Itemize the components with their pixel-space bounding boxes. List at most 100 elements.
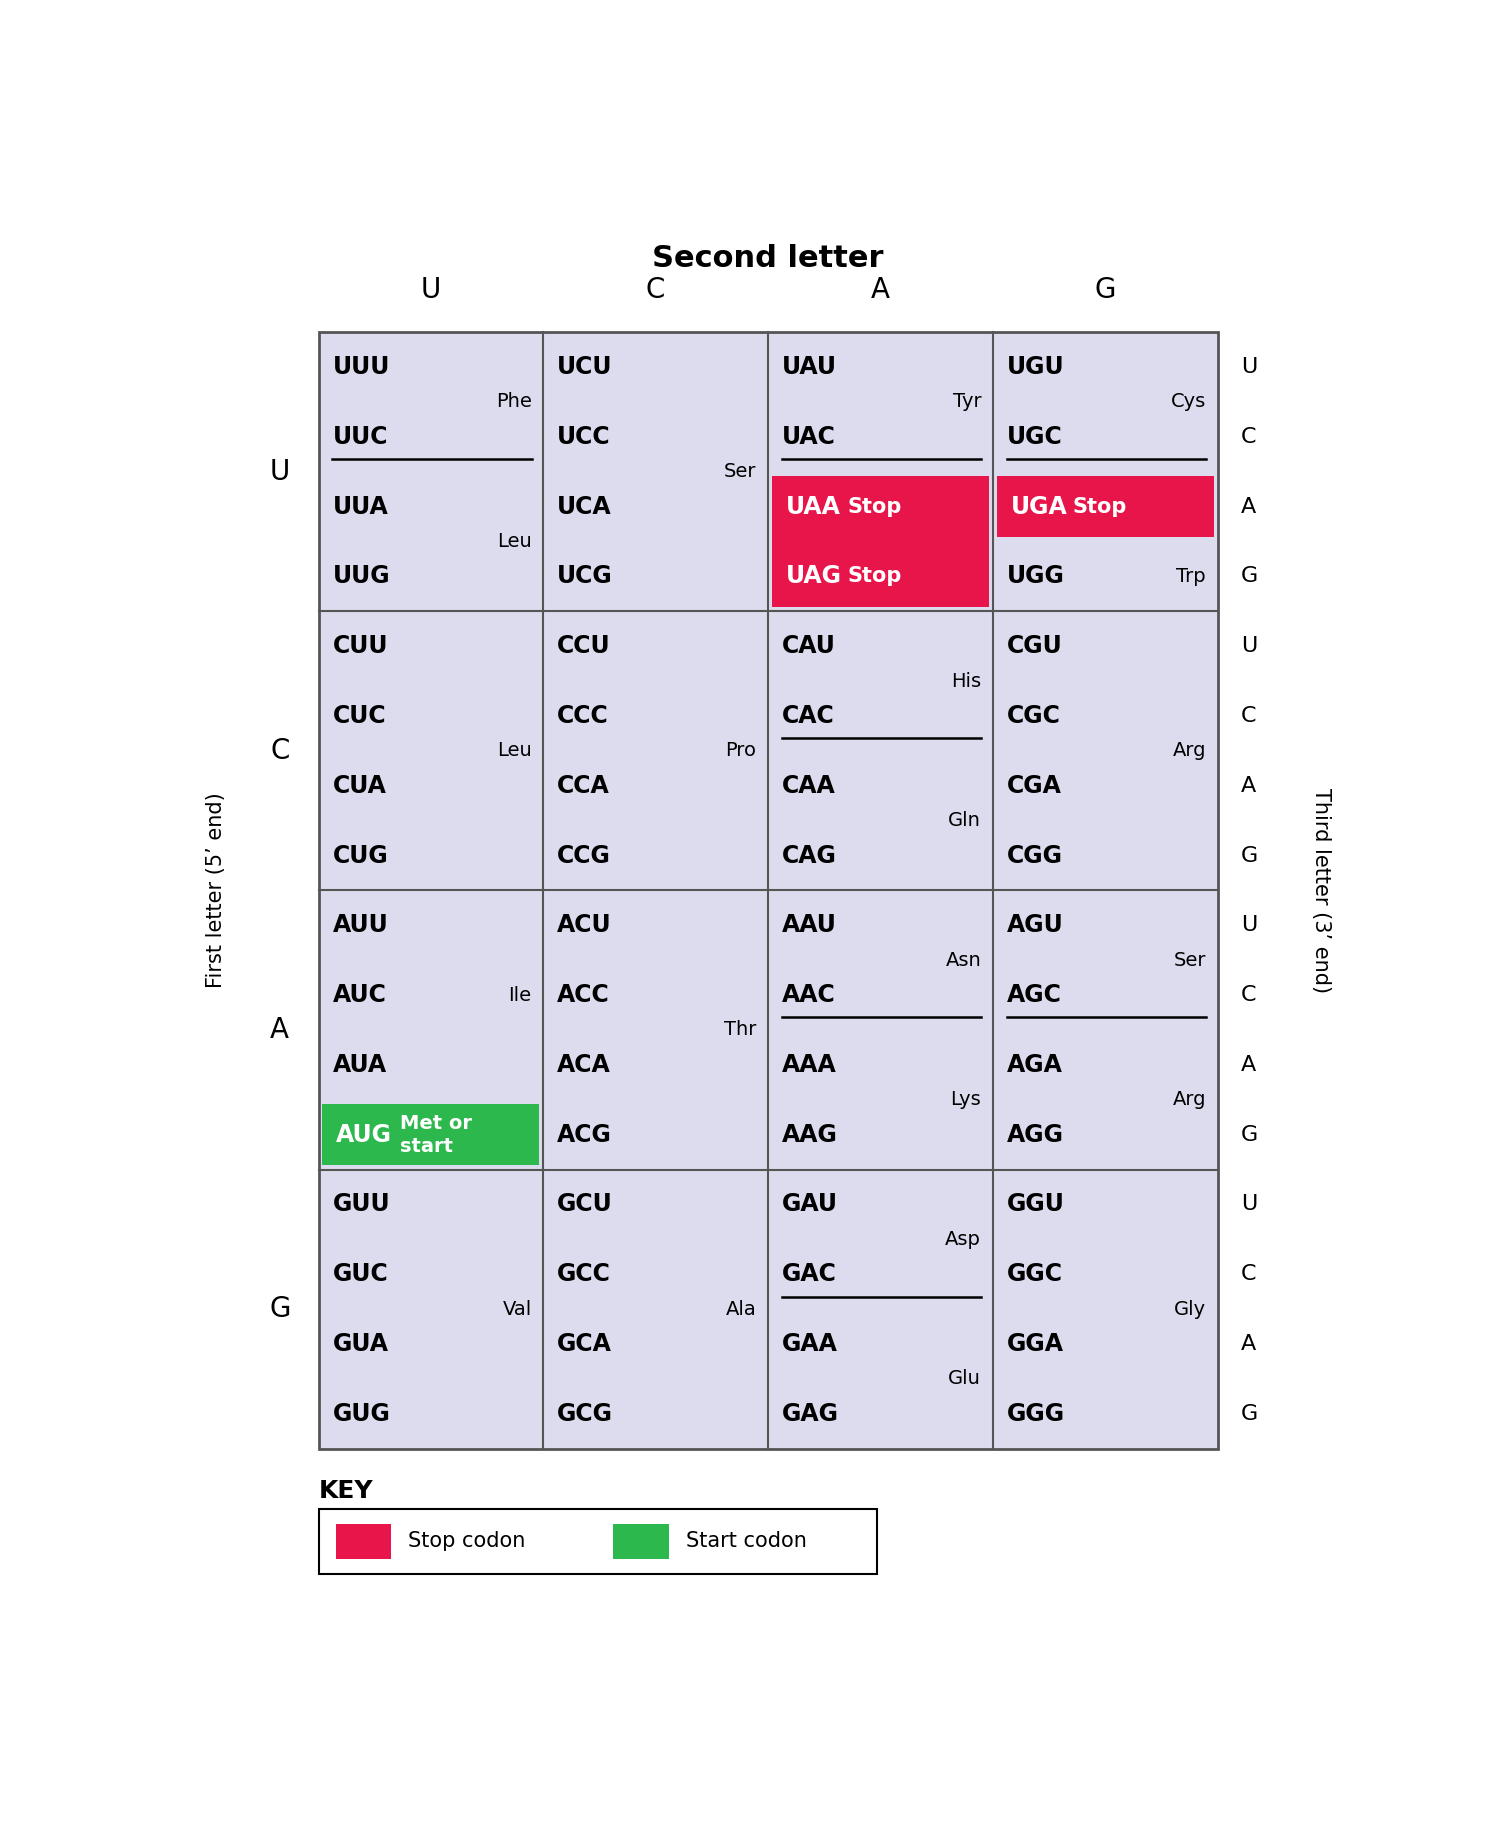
- Text: ACC: ACC: [557, 983, 610, 1007]
- Bar: [768, 610, 992, 891]
- Text: A: A: [1240, 1055, 1256, 1075]
- Bar: [768, 1169, 992, 1449]
- Text: AGG: AGG: [1007, 1123, 1064, 1147]
- Text: AAG: AAG: [781, 1123, 838, 1147]
- Text: UAU: UAU: [781, 356, 837, 380]
- Text: GUA: GUA: [333, 1331, 388, 1355]
- Text: CUA: CUA: [333, 774, 387, 798]
- Text: Stop: Stop: [847, 496, 902, 516]
- Text: UGG: UGG: [1007, 564, 1065, 588]
- Text: GCC: GCC: [557, 1261, 611, 1287]
- Bar: [318, 610, 544, 891]
- Text: UUA: UUA: [333, 494, 388, 518]
- Text: UUG: UUG: [333, 564, 390, 588]
- Text: Phe: Phe: [496, 393, 532, 411]
- Text: Ile: Ile: [508, 985, 532, 1005]
- Text: Stop: Stop: [847, 566, 902, 586]
- Bar: [768, 891, 992, 1169]
- Bar: [992, 610, 1218, 891]
- Text: CUC: CUC: [333, 704, 385, 728]
- Text: GUC: GUC: [333, 1261, 388, 1287]
- Text: Trp: Trp: [1176, 566, 1206, 586]
- Bar: [318, 332, 544, 610]
- Text: Second letter: Second letter: [653, 245, 884, 273]
- Text: Arg: Arg: [1173, 1090, 1206, 1110]
- Text: CGG: CGG: [1007, 843, 1062, 867]
- Text: UUU: UUU: [333, 356, 390, 380]
- Text: AGA: AGA: [1007, 1053, 1062, 1077]
- Text: First letter (5’ end): First letter (5’ end): [206, 793, 226, 988]
- Text: A: A: [871, 277, 890, 304]
- Text: C: C: [1240, 426, 1256, 446]
- Text: UCC: UCC: [557, 424, 611, 448]
- Text: C: C: [1240, 1265, 1256, 1283]
- Text: U: U: [269, 457, 290, 485]
- Text: GCU: GCU: [557, 1193, 613, 1217]
- Text: Leu: Leu: [498, 741, 532, 760]
- Text: C: C: [645, 277, 665, 304]
- Text: U: U: [421, 277, 441, 304]
- Bar: [992, 332, 1218, 610]
- Text: Asp: Asp: [946, 1230, 982, 1248]
- Bar: [544, 891, 768, 1169]
- Text: GAG: GAG: [781, 1401, 840, 1425]
- Text: Gly: Gly: [1174, 1300, 1206, 1318]
- Text: AGU: AGU: [1007, 913, 1064, 937]
- Text: GCA: GCA: [557, 1331, 613, 1355]
- Text: G: G: [1240, 1125, 1258, 1145]
- Bar: [613, 1523, 669, 1560]
- Bar: [318, 1169, 544, 1449]
- Bar: [772, 476, 989, 607]
- Text: CAC: CAC: [781, 704, 835, 728]
- Text: ACA: ACA: [557, 1053, 611, 1077]
- Text: Asn: Asn: [946, 952, 982, 970]
- Text: GGG: GGG: [1007, 1401, 1065, 1425]
- Text: Met or
start: Met or start: [400, 1114, 472, 1156]
- Text: G: G: [1240, 566, 1258, 586]
- Text: UAG: UAG: [786, 564, 841, 588]
- Text: CCA: CCA: [557, 774, 610, 798]
- Text: CAU: CAU: [781, 634, 835, 658]
- Text: AUU: AUU: [333, 913, 388, 937]
- Text: CGA: CGA: [1007, 774, 1062, 798]
- Text: His: His: [952, 671, 982, 690]
- Text: AAU: AAU: [781, 913, 837, 937]
- Text: Ala: Ala: [726, 1300, 756, 1318]
- Text: UGC: UGC: [1007, 424, 1062, 448]
- Text: AUC: AUC: [333, 983, 387, 1007]
- Text: Lys: Lys: [950, 1090, 982, 1110]
- Text: GUU: GUU: [333, 1193, 390, 1217]
- Text: CGC: CGC: [1007, 704, 1061, 728]
- Bar: [318, 1508, 877, 1575]
- Text: UUC: UUC: [333, 424, 388, 448]
- Text: UAC: UAC: [781, 424, 835, 448]
- Text: Stop codon: Stop codon: [408, 1532, 526, 1551]
- Text: UGA: UGA: [1010, 494, 1067, 518]
- Text: A: A: [1240, 496, 1256, 516]
- Text: GCG: GCG: [557, 1401, 613, 1425]
- Text: CAA: CAA: [781, 774, 835, 798]
- Text: Start codon: Start codon: [686, 1532, 807, 1551]
- Text: U: U: [1240, 1195, 1256, 1215]
- Text: AAA: AAA: [781, 1053, 837, 1077]
- Text: CCU: CCU: [557, 634, 611, 658]
- Text: UGU: UGU: [1007, 356, 1064, 380]
- Text: CUU: CUU: [333, 634, 388, 658]
- Text: C: C: [270, 738, 290, 765]
- Text: A: A: [1240, 1333, 1256, 1353]
- Text: G: G: [1240, 1403, 1258, 1424]
- Text: Ser: Ser: [725, 463, 756, 481]
- Text: GGC: GGC: [1007, 1261, 1062, 1287]
- Text: AAC: AAC: [781, 983, 835, 1007]
- Text: Glu: Glu: [949, 1370, 982, 1389]
- Text: GGA: GGA: [1007, 1331, 1064, 1355]
- Text: UCU: UCU: [557, 356, 613, 380]
- Text: CAG: CAG: [781, 843, 837, 867]
- Text: A: A: [1240, 776, 1256, 797]
- Text: Leu: Leu: [498, 533, 532, 551]
- Text: C: C: [1240, 706, 1256, 727]
- Text: CUG: CUG: [333, 843, 388, 867]
- Text: G: G: [1095, 277, 1116, 304]
- Text: U: U: [1240, 636, 1256, 656]
- Bar: [992, 1169, 1218, 1449]
